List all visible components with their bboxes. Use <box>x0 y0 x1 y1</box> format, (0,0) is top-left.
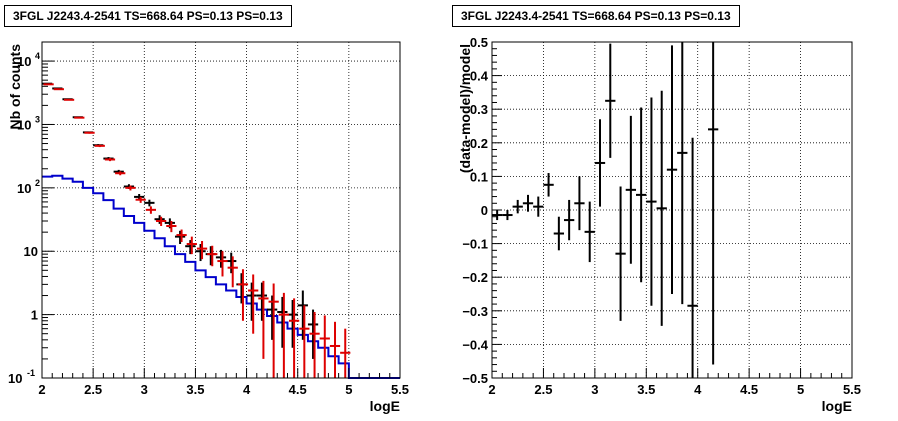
y-tick-label: 10 <box>17 117 31 132</box>
x-tick-label: 5.5 <box>843 382 861 397</box>
x-tick-label: 5.5 <box>391 382 409 397</box>
residuals-panel: 2 2.5 3 3.5 4 4.5 5 5.5 −0.5 −0.4 −0.3 −0.2 −0.1 0 0.1… <box>457 35 861 414</box>
counts-panel: 2 2.5 3 3.5 4 4.5 5 5.5 10 -1 1 10 10 2 10 3 10 4 logE Nb o… <box>7 41 409 414</box>
x-tick-label: 3.5 <box>186 382 204 397</box>
y-tick-label: 0 <box>481 203 488 218</box>
y-tick-label: −0.2 <box>462 270 488 285</box>
model-histogram <box>42 174 400 379</box>
counts-title: 3FGL J2243.4-2541 TS=668.64 PS=0.13 PS=0… <box>4 5 292 27</box>
x-tick-label: 5 <box>797 382 804 397</box>
y-tick-label: 10 <box>8 371 22 386</box>
x-tick-label: 4.5 <box>740 382 758 397</box>
y-tick-label: 10 <box>24 244 38 259</box>
y-axis-label: Nb of counts <box>7 44 23 130</box>
y-tick-label: 0.3 <box>470 102 488 117</box>
y-tick-label: 0.4 <box>470 69 489 84</box>
y-tick-label: −0.5 <box>462 371 488 386</box>
y-tick-label: 0.1 <box>470 169 488 184</box>
x-tick-label: 4 <box>243 382 251 397</box>
y-tick-exponent: 3 <box>35 114 40 124</box>
y-tick-label: 0.5 <box>470 35 488 50</box>
x-tick-label: 3 <box>591 382 598 397</box>
y-tick-exponent: 2 <box>35 178 40 188</box>
y-tick-exponent: -1 <box>27 368 35 378</box>
x-tick-label: 2 <box>488 382 495 397</box>
y-tick-label: 10 <box>17 181 31 196</box>
y-axis-label: (data-model)/model <box>457 44 473 173</box>
x-tick-label: 4.5 <box>289 382 307 397</box>
x-axis-label: logE <box>822 398 852 414</box>
y-tick-label: 1 <box>31 308 38 323</box>
plot-frame <box>41 41 401 379</box>
y-tick-label: 0.2 <box>470 136 488 151</box>
y-tick-label: −0.3 <box>462 304 488 319</box>
x-axis-label: logE <box>370 398 400 414</box>
y-tick-label: −0.1 <box>462 237 488 252</box>
residuals-title: 3FGL J2243.4-2541 TS=668.64 PS=0.13 PS=0… <box>452 5 740 27</box>
x-tick-label: 2.5 <box>84 382 102 397</box>
plot-area <box>42 42 400 378</box>
y-tick-exponent: 4 <box>35 51 40 61</box>
x-tick-label: 3.5 <box>637 382 655 397</box>
x-tick-label: 3 <box>141 382 148 397</box>
x-tick-label: 2.5 <box>534 382 552 397</box>
y-tick-label: 10 <box>17 54 31 69</box>
x-tick-label: 4 <box>694 382 702 397</box>
x-tick-label: 5 <box>345 382 352 397</box>
x-tick-label: 2 <box>38 382 45 397</box>
y-tick-label: −0.4 <box>462 337 488 352</box>
